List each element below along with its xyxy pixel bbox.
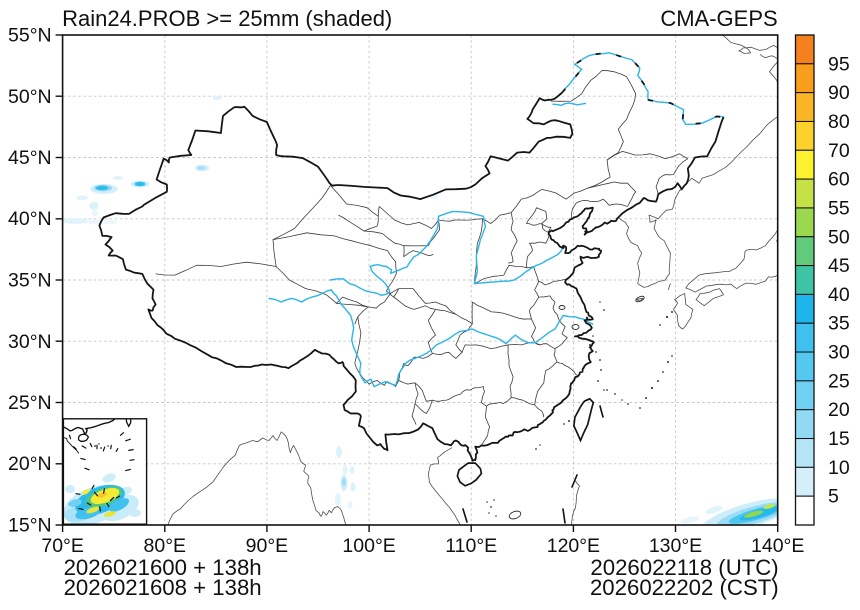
svg-text:95: 95 — [828, 53, 850, 75]
svg-text:20: 20 — [828, 399, 850, 421]
svg-text:120°E: 120°E — [547, 535, 600, 557]
svg-text:50°N: 50°N — [8, 86, 52, 108]
svg-text:45: 45 — [828, 255, 850, 277]
svg-text:Rain24.PROB >= 25mm (shaded): Rain24.PROB >= 25mm (shaded) — [62, 6, 392, 31]
svg-text:80: 80 — [828, 111, 850, 133]
svg-text:55: 55 — [828, 197, 850, 219]
svg-text:40: 40 — [828, 284, 850, 306]
svg-text:40°N: 40°N — [8, 208, 52, 230]
svg-text:2026022202 (CST): 2026022202 (CST) — [590, 575, 779, 600]
svg-text:25°N: 25°N — [8, 392, 52, 414]
svg-text:35: 35 — [828, 313, 850, 335]
svg-text:55°N: 55°N — [8, 25, 52, 47]
svg-text:35°N: 35°N — [8, 270, 52, 292]
svg-text:130°E: 130°E — [649, 535, 702, 557]
svg-text:15°N: 15°N — [8, 515, 52, 537]
svg-text:25: 25 — [828, 370, 850, 392]
svg-text:CMA-GEPS: CMA-GEPS — [660, 6, 777, 31]
svg-text:2026022118 (UTC): 2026022118 (UTC) — [590, 555, 778, 580]
svg-text:70°E: 70°E — [41, 535, 84, 557]
svg-text:15: 15 — [828, 428, 850, 450]
svg-text:30°N: 30°N — [8, 331, 52, 353]
svg-text:2026021608 + 138h: 2026021608 + 138h — [64, 575, 262, 600]
svg-text:140°E: 140°E — [751, 535, 804, 557]
svg-text:50: 50 — [828, 226, 850, 248]
svg-text:70: 70 — [828, 140, 850, 162]
svg-text:10: 10 — [828, 457, 850, 479]
svg-text:100°E: 100°E — [342, 535, 395, 557]
svg-text:110°E: 110°E — [445, 535, 497, 557]
svg-text:90°E: 90°E — [246, 535, 289, 557]
svg-text:30: 30 — [828, 342, 850, 364]
svg-text:90: 90 — [828, 82, 850, 104]
svg-text:60: 60 — [828, 169, 850, 191]
svg-text:80°E: 80°E — [144, 535, 187, 557]
svg-text:20°N: 20°N — [8, 453, 52, 475]
svg-text:2026021600 + 138h: 2026021600 + 138h — [64, 555, 262, 580]
svg-text:5: 5 — [828, 486, 839, 508]
svg-text:45°N: 45°N — [8, 147, 52, 169]
